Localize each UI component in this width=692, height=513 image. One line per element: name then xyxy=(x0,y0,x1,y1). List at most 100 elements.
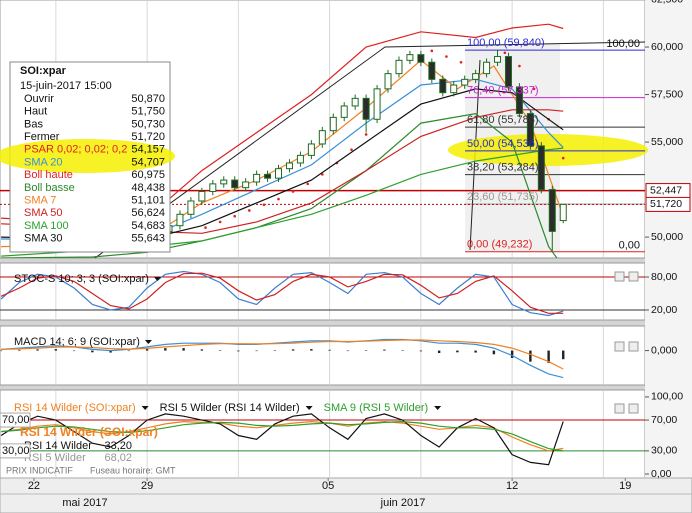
histogram-bar xyxy=(401,350,404,351)
candle-body xyxy=(242,181,250,189)
histogram-bar xyxy=(145,349,149,351)
candle-body xyxy=(537,145,545,191)
psar-dot xyxy=(518,64,521,68)
indicator-line xyxy=(0,413,564,466)
candle-body xyxy=(395,59,403,75)
panel-button[interactable] xyxy=(614,271,625,282)
y-tick-label: 80,00 xyxy=(651,271,677,283)
time-axis xyxy=(0,477,692,513)
candle-body xyxy=(220,179,228,185)
panel-button[interactable] xyxy=(614,341,625,352)
panel-close[interactable] xyxy=(628,271,639,282)
info-name: Ouvrir xyxy=(24,93,54,105)
y-tick-label: 30,00 xyxy=(651,445,677,457)
psar-dot xyxy=(277,197,280,201)
x-tick-label: 19 xyxy=(619,480,631,492)
histogram-bar xyxy=(273,350,277,351)
fib-label: 0,00 (49,232) xyxy=(467,239,532,251)
histogram-bar xyxy=(18,349,21,351)
candle-body xyxy=(384,73,392,90)
legend-name: Boll haute xyxy=(24,169,73,181)
info-value: 50,730 xyxy=(131,118,165,130)
candle-body xyxy=(461,78,469,86)
panel-buttons xyxy=(614,271,639,414)
info-date: 15-juin-2017 15:00 xyxy=(20,80,112,92)
histogram-bar xyxy=(364,350,368,351)
psar-dot xyxy=(204,226,207,229)
indicator-line xyxy=(1,420,564,452)
info-name: Haut xyxy=(24,106,47,118)
psar-dot xyxy=(306,182,310,186)
dropdown-arrow[interactable] xyxy=(144,340,152,344)
candle-body xyxy=(231,179,239,189)
histogram-bar xyxy=(182,348,185,351)
dropdown-arrow[interactable] xyxy=(153,277,161,281)
legend-value: 51,101 xyxy=(131,195,165,207)
y-tick-label: 0,00 xyxy=(651,468,672,480)
x-tick-label: 05 xyxy=(322,480,334,492)
legend-entry[interactable]: RSI 5 Wilder (RSI 14 Wilder) xyxy=(160,402,300,414)
legend-entry[interactable]: SMA 9 (RSI 5 Wilder) xyxy=(324,402,429,414)
fib-label: 23,60 (51,735) xyxy=(467,191,539,203)
panel-close[interactable] xyxy=(628,403,639,414)
legend-value: 56,624 xyxy=(131,207,165,219)
candle-body xyxy=(296,154,304,164)
dropdown-arrow[interactable] xyxy=(434,406,442,410)
legend-entry[interactable]: RSI 14 Wilder (SOI:xpar) xyxy=(14,402,136,414)
legend-name: SMA 100 xyxy=(24,220,69,232)
level-tag xyxy=(0,412,31,428)
psar-dot xyxy=(364,133,368,136)
histogram-bar xyxy=(109,350,112,353)
level-tag xyxy=(0,443,31,459)
panel-title[interactable]: STOC-S 10; 3; 3 (SOI:xpar) xyxy=(14,273,149,285)
y-tick-label: 50,000 xyxy=(651,231,683,243)
histogram-bar xyxy=(346,350,350,352)
psar-dot xyxy=(218,220,222,224)
psar-dot xyxy=(532,87,536,91)
legend-value: 54,157 xyxy=(131,144,165,156)
candle-body xyxy=(318,130,326,145)
legend-value: 54,683 xyxy=(131,220,165,232)
x-tick-label: 12 xyxy=(506,480,518,492)
psar-dot xyxy=(445,55,448,58)
legend-value: 48,438 xyxy=(131,182,165,194)
candle-body xyxy=(494,56,502,63)
footer-timezone: Fuseau horaire: GMT xyxy=(90,465,176,475)
candle-body xyxy=(275,168,283,179)
candle-body xyxy=(472,73,480,80)
readout-value: 68,02 xyxy=(104,452,132,464)
psar-dot xyxy=(561,156,565,160)
psar-dot xyxy=(233,214,237,218)
y-tick-label: 62,500 xyxy=(651,0,683,5)
candle-body xyxy=(253,173,261,183)
info-value: 51,720 xyxy=(131,131,165,143)
psar-dot xyxy=(262,203,266,207)
candle-body xyxy=(329,116,337,132)
level-tag-label: 30,00 xyxy=(2,445,30,457)
candle-body xyxy=(515,86,523,115)
psar-dot xyxy=(321,173,324,176)
month-label: juin 2017 xyxy=(380,497,426,509)
histogram-bar xyxy=(547,350,550,363)
fib-label: 76,40 (57,337) xyxy=(467,85,539,97)
candle-body xyxy=(198,190,206,202)
candle-body xyxy=(176,213,184,227)
histogram-bar xyxy=(218,350,222,351)
level-tag-label: 70,00 xyxy=(2,414,30,426)
y-tick-label: 70,00 xyxy=(651,414,677,426)
histogram-bar xyxy=(0,350,3,352)
panel-close[interactable] xyxy=(628,341,639,352)
y-tick-label: 60,000 xyxy=(651,41,683,53)
psar-dot xyxy=(291,190,295,193)
legend-value: 54,707 xyxy=(131,156,165,168)
dropdown-arrow[interactable] xyxy=(305,406,313,410)
panel-button[interactable] xyxy=(614,403,625,414)
fib-end-label: 100,00 xyxy=(606,38,640,50)
legend-name: Boll basse xyxy=(24,182,75,194)
y-tick-label: 57,500 xyxy=(651,88,683,100)
histogram-bar xyxy=(54,349,58,351)
panel-title[interactable]: MACD 14; 6; 9 (SOI:xpar) xyxy=(14,336,140,348)
dropdown-arrow[interactable] xyxy=(141,406,149,410)
candle-body xyxy=(483,61,491,75)
